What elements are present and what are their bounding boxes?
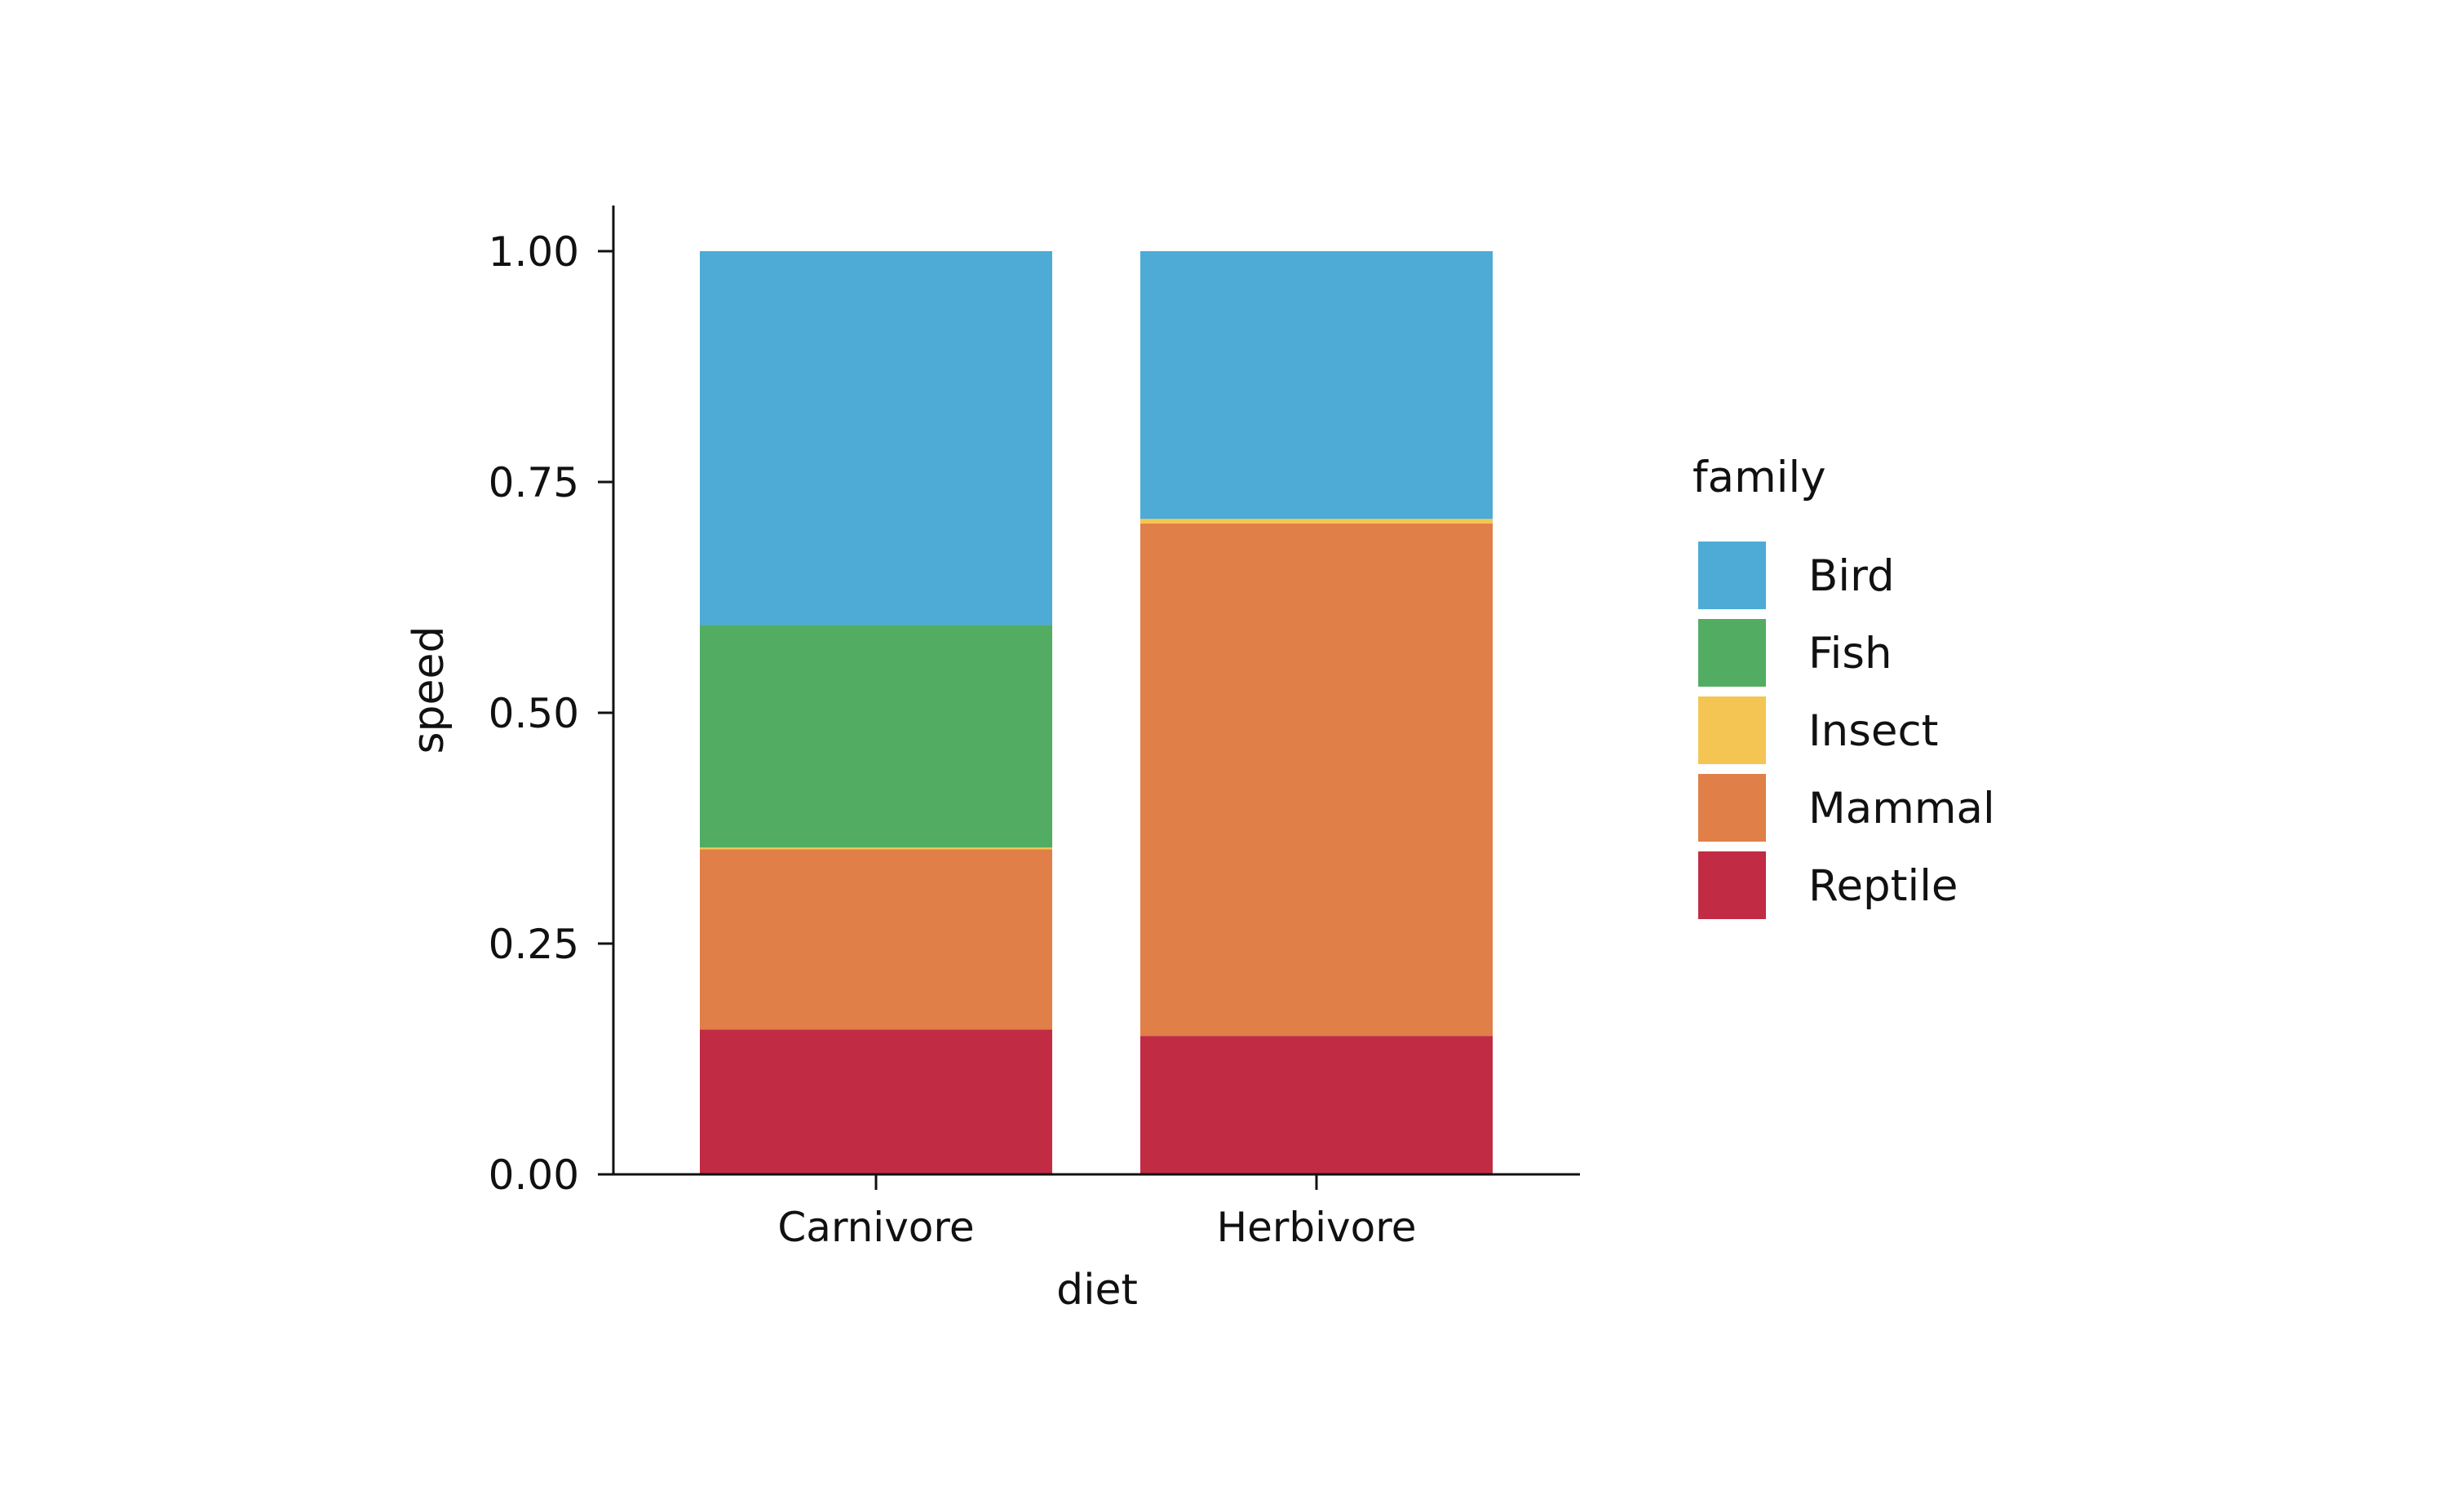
legend-title: family — [1693, 453, 1826, 502]
x-axis-title: diet — [1056, 1266, 1138, 1315]
y-tick-label: 0.50 — [489, 690, 579, 737]
legend-swatch-mammal — [1698, 774, 1766, 842]
legend-swatch-reptile — [1698, 851, 1766, 919]
x-tick-label-carnivore: Carnivore — [777, 1204, 974, 1251]
y-axis-title: speed — [405, 626, 454, 754]
legend-swatch-fish — [1698, 619, 1766, 687]
y-tick-label: 1.00 — [489, 228, 579, 276]
y-ticks: 0.00 0.25 0.50 0.75 1.00 — [489, 228, 613, 1199]
bar-segment-herbivore-insect — [1140, 519, 1493, 524]
legend-label-mammal: Mammal — [1808, 784, 1995, 833]
bar-segment-carnivore-mammal — [700, 849, 1052, 1030]
y-tick-label: 0.25 — [489, 921, 579, 968]
legend-swatch-insect — [1698, 696, 1766, 764]
bar-segment-carnivore-insect — [700, 847, 1052, 850]
legend-label-bird: Bird — [1808, 551, 1895, 601]
axes-layer — [612, 206, 1580, 1176]
bar-segment-carnivore-reptile — [700, 1029, 1052, 1174]
bar-segment-herbivore-bird — [1140, 251, 1493, 519]
x-tick-label-herbivore: Herbivore — [1217, 1204, 1417, 1251]
bar-segment-herbivore-reptile — [1140, 1036, 1493, 1174]
bar-segment-herbivore-mammal — [1140, 523, 1493, 1037]
bars-layer — [700, 251, 1493, 1174]
x-ticks: Carnivore Herbivore — [777, 1174, 1416, 1251]
legend-swatch-bird — [1698, 542, 1766, 609]
legend-label-reptile: Reptile — [1808, 861, 1958, 911]
legend-label-insect: Insect — [1808, 706, 1938, 756]
y-tick-label: 0.75 — [489, 459, 579, 506]
bar-segment-carnivore-fish — [700, 625, 1052, 848]
legend: family Bird Fish Insect Mammal Reptile — [1693, 453, 1995, 919]
bar-segment-carnivore-bird — [700, 251, 1052, 626]
legend-label-fish: Fish — [1808, 629, 1892, 679]
y-tick-label: 0.00 — [489, 1152, 579, 1199]
